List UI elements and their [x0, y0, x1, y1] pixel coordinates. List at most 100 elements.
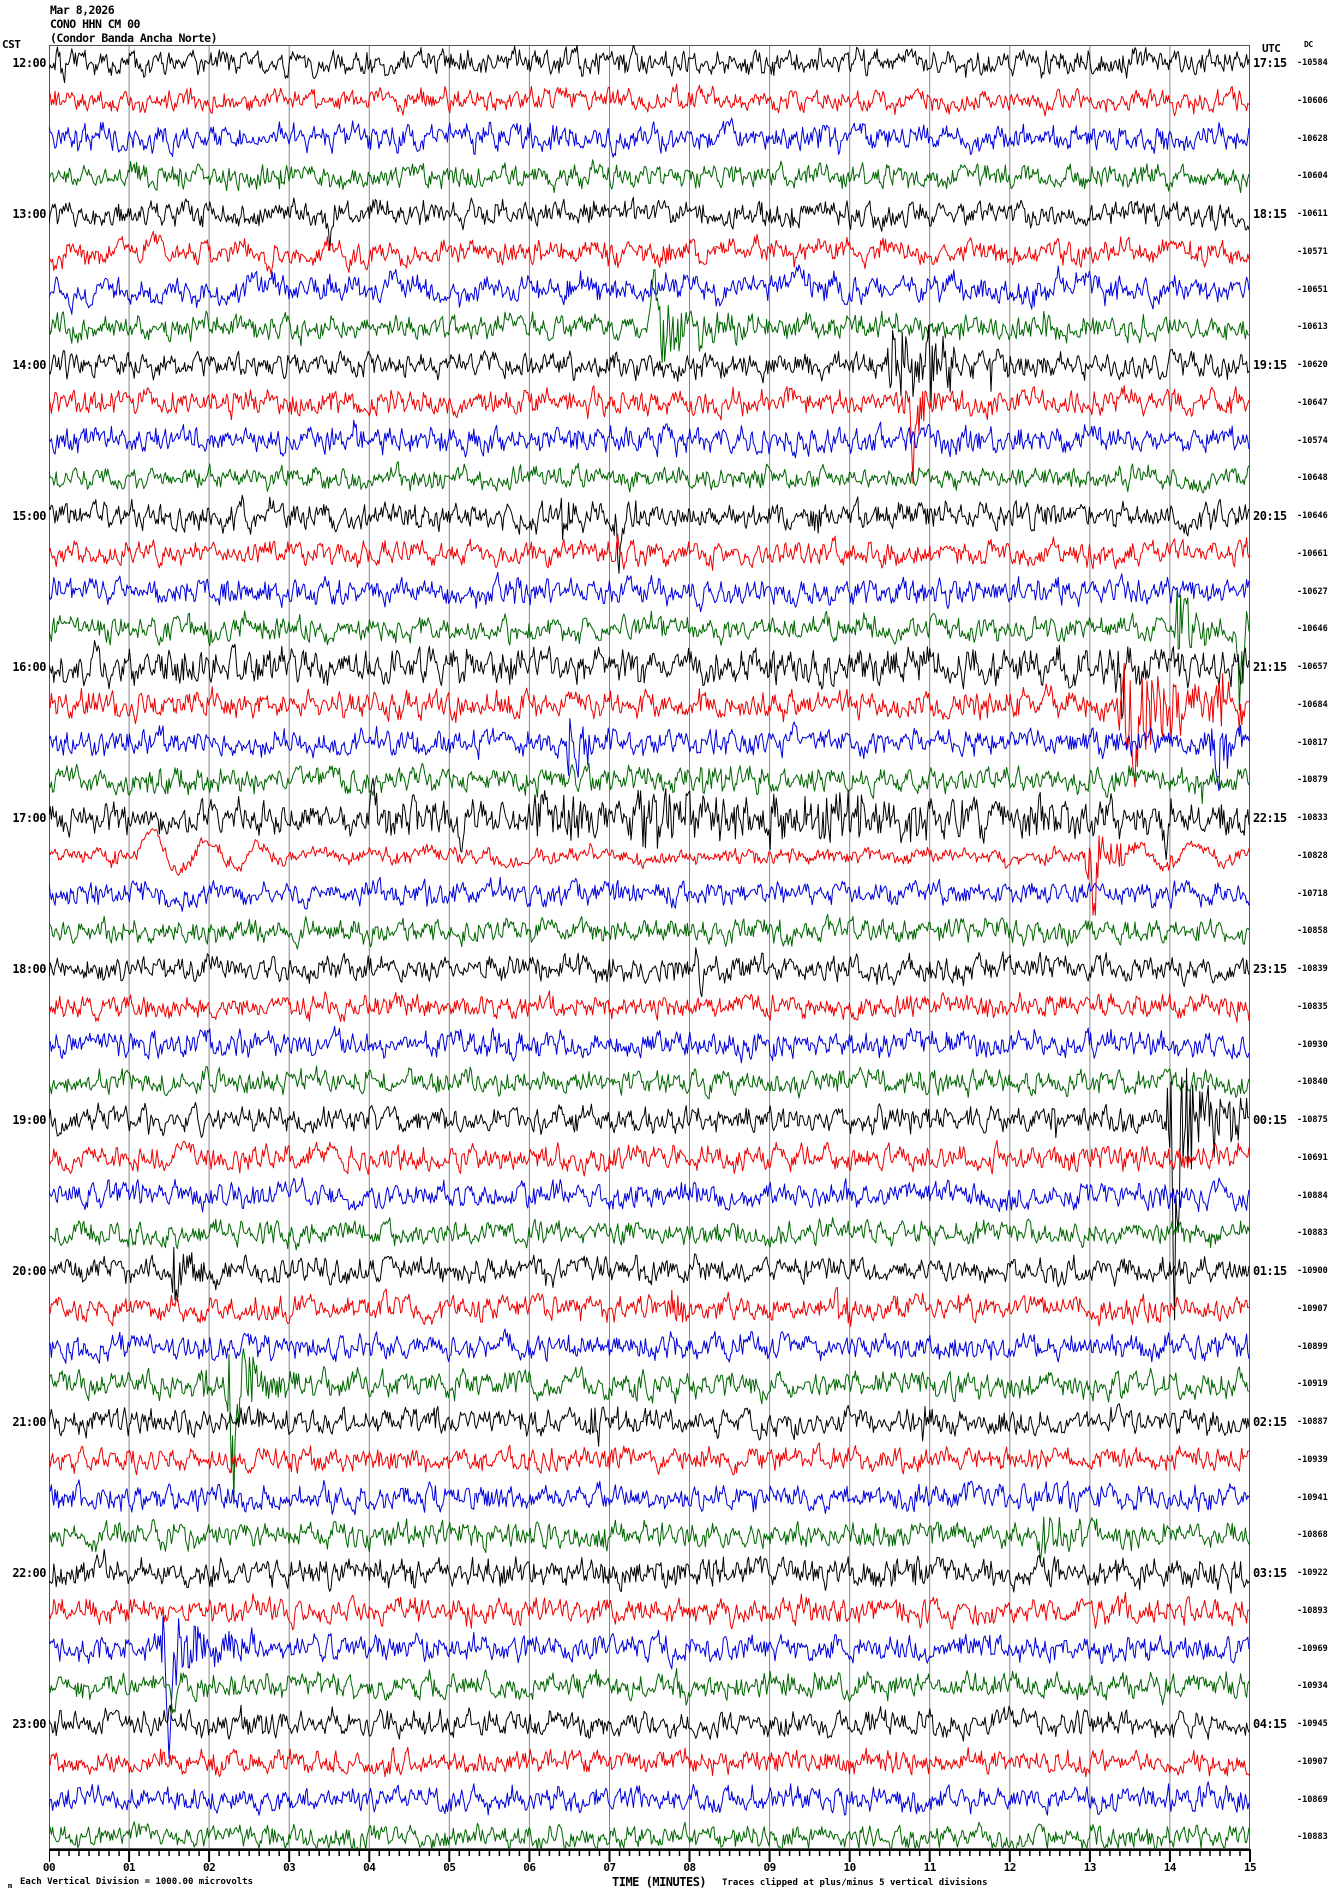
x-tick-label: 02 — [203, 1861, 216, 1874]
dc-value: -10611 — [1297, 209, 1328, 219]
trace-path — [49, 1616, 1250, 1759]
dc-value: -10718 — [1297, 888, 1328, 899]
dc-value: -10941 — [1297, 1492, 1328, 1503]
dc-value: -10869 — [1297, 1794, 1328, 1805]
dc-value: -10934 — [1297, 1681, 1328, 1692]
dc-value: -10884 — [1297, 1190, 1328, 1201]
trace-path — [49, 419, 1250, 459]
x-tick-label: 03 — [283, 1861, 296, 1874]
trace-path — [49, 1667, 1250, 1714]
dc-value: -10606 — [1297, 95, 1328, 106]
trace-path — [49, 1328, 1250, 1364]
x-tick-label: 13 — [1083, 1861, 1097, 1874]
x-tick-label: 12 — [1003, 1861, 1017, 1874]
dc-value: -10627 — [1297, 586, 1328, 597]
trace-path — [49, 762, 1250, 804]
dc-value: -10661 — [1297, 548, 1328, 559]
cst-hour-label: 22:00 — [12, 1566, 46, 1580]
utc-hour-label: 22:15 — [1253, 811, 1287, 825]
trace-path — [49, 1287, 1250, 1327]
trace-path — [49, 1067, 1250, 1321]
dc-value: -10604 — [1297, 171, 1328, 182]
utc-hour-label: 01:15 — [1253, 1264, 1287, 1278]
cst-hour-label: 14:00 — [12, 358, 46, 372]
trace-path — [49, 230, 1250, 275]
cst-hour-label: 17:00 — [12, 811, 46, 825]
trace-path — [49, 117, 1250, 158]
dc-value: -10835 — [1297, 1001, 1328, 1012]
dc-value: -10919 — [1297, 1379, 1328, 1390]
utc-hour-label: 03:15 — [1253, 1566, 1287, 1580]
dc-value: -10651 — [1297, 284, 1328, 295]
utc-hour-label: 19:15 — [1253, 358, 1287, 372]
trace-path — [49, 876, 1250, 912]
utc-header: UTC — [1262, 42, 1281, 55]
x-axis-title: TIME (MINUTES) — [612, 1875, 707, 1889]
dc-value: -10899 — [1297, 1341, 1328, 1352]
dc-value: -10840 — [1297, 1077, 1328, 1088]
dc-value: -10817 — [1297, 737, 1328, 748]
x-tick-label: 05 — [443, 1861, 456, 1874]
trace-path — [49, 571, 1250, 613]
scale-glyph: m — [8, 1882, 12, 1890]
trace-path — [49, 1348, 1250, 1505]
trace-path — [49, 45, 1250, 84]
x-tick-label: 09 — [763, 1861, 776, 1874]
x-tick-label: 14 — [1163, 1861, 1177, 1874]
scale-note: Each Vertical Division = 1000.00 microvo… — [20, 1877, 253, 1887]
dc-value: -10893 — [1297, 1605, 1328, 1616]
x-tick-label: 00 — [42, 1861, 56, 1874]
dc-value: -10858 — [1297, 926, 1328, 937]
plot-border — [49, 45, 1250, 1849]
trace-path — [49, 640, 1250, 720]
trace-path — [49, 1025, 1250, 1064]
dc-value: -10969 — [1297, 1643, 1328, 1654]
trace-path — [49, 662, 1250, 788]
trace-path — [49, 159, 1250, 194]
utc-hour-label: 00:15 — [1253, 1113, 1287, 1127]
x-tick-label: 04 — [363, 1861, 376, 1874]
trace-path — [49, 494, 1250, 574]
trace-path — [49, 1591, 1250, 1631]
dc-value: -10883 — [1297, 1228, 1328, 1239]
trace-path — [49, 1548, 1250, 1594]
dc-value: -10828 — [1297, 850, 1328, 861]
cst-hour-label: 23:00 — [12, 1717, 46, 1731]
dc-value: -10887 — [1297, 1417, 1328, 1427]
dc-value: -10684 — [1297, 699, 1328, 710]
trace-path — [49, 914, 1250, 950]
dc-value: -10939 — [1297, 1454, 1328, 1465]
dc-value: -10691 — [1297, 1152, 1328, 1163]
dc-value: -10875 — [1297, 1115, 1328, 1125]
trace-path — [49, 947, 1250, 998]
dc-value: -10647 — [1297, 397, 1328, 408]
trace-path — [49, 264, 1250, 315]
utc-hour-label: 18:15 — [1253, 207, 1287, 221]
cst-hour-label: 12:00 — [12, 56, 46, 70]
trace-path — [49, 828, 1250, 916]
dc-value: -10620 — [1297, 360, 1328, 370]
utc-hour-label: 23:15 — [1253, 962, 1287, 976]
dc-value: -10833 — [1297, 813, 1328, 823]
trace-path — [49, 83, 1250, 117]
dc-value: -10879 — [1297, 775, 1328, 786]
x-axis-ticks — [49, 1849, 1251, 1862]
trace-path — [49, 1217, 1250, 1251]
dc-value: -10868 — [1297, 1530, 1328, 1541]
trace-path — [49, 777, 1250, 860]
dc-value: -10907 — [1297, 1756, 1328, 1767]
dc-value: -10584 — [1297, 58, 1328, 68]
title-date: Mar 8,2026 — [50, 3, 115, 17]
cst-hour-label: 13:00 — [12, 207, 46, 221]
x-tick-label: 10 — [843, 1861, 857, 1874]
x-tick-label: 06 — [523, 1861, 536, 1874]
x-tick-label: 11 — [923, 1861, 937, 1874]
x-tick-label: 07 — [603, 1861, 616, 1874]
dc-header: DC — [1304, 40, 1313, 49]
trace-path — [49, 1403, 1250, 1447]
utc-hour-label: 20:15 — [1253, 509, 1287, 523]
cst-header: CST — [2, 38, 21, 51]
dc-value: -10613 — [1297, 322, 1328, 333]
dc-value: -10945 — [1297, 1719, 1328, 1729]
